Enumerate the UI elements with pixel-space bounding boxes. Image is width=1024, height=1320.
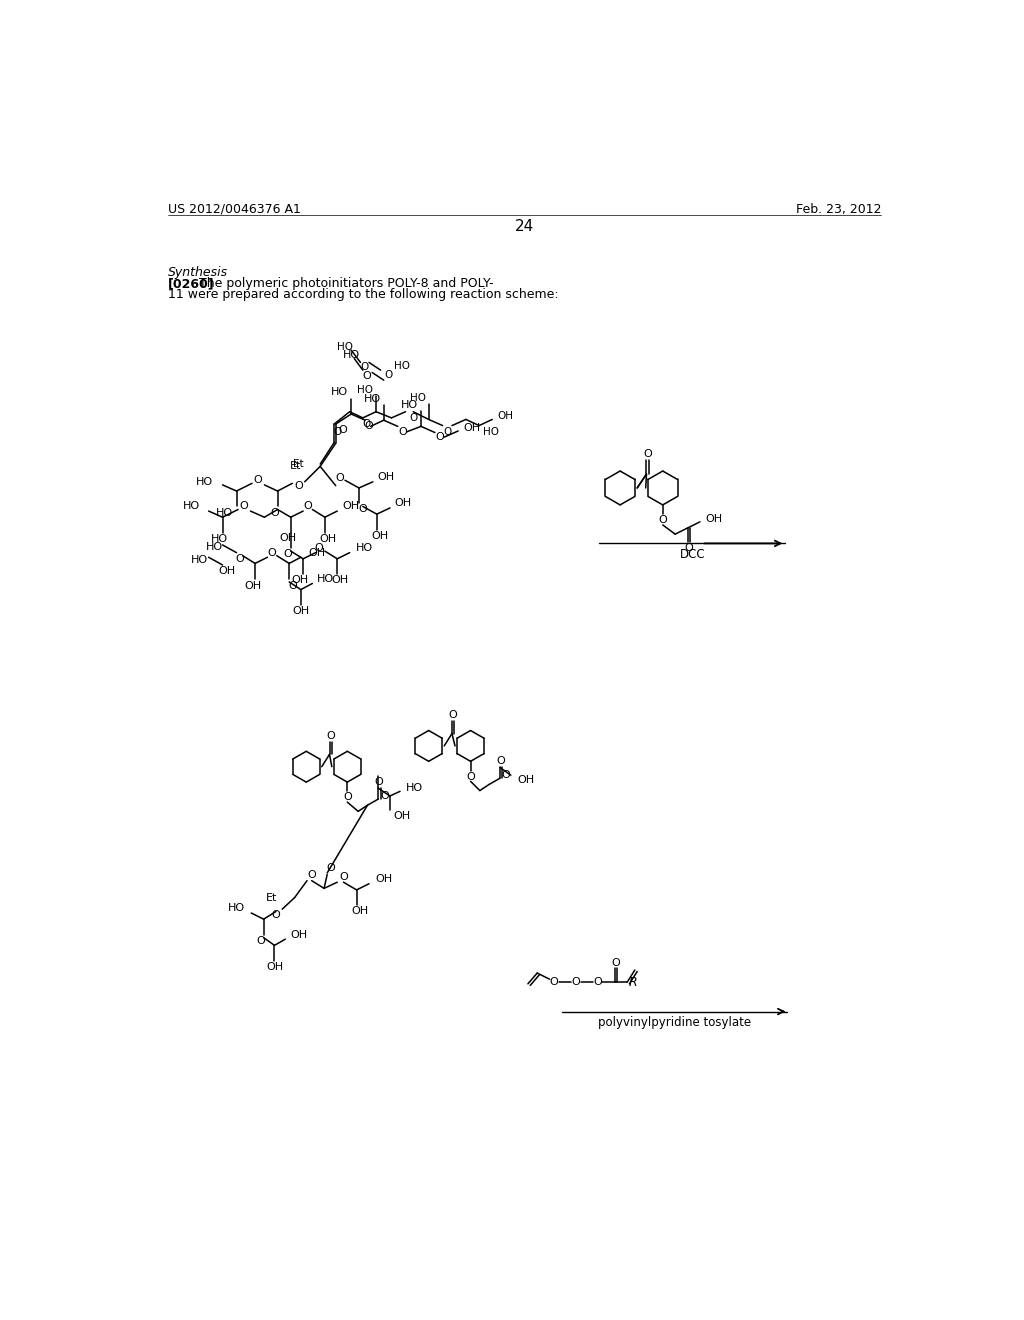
Text: HO: HO xyxy=(364,393,381,404)
Text: Synthesis: Synthesis xyxy=(168,265,228,279)
Text: 24: 24 xyxy=(515,219,535,234)
Text: HO: HO xyxy=(400,400,418,409)
Text: O: O xyxy=(550,977,559,987)
Text: O: O xyxy=(236,554,244,564)
Text: O: O xyxy=(270,508,279,517)
Text: The polymeric photoinitiators POLY-8 and POLY-: The polymeric photoinitiators POLY-8 and… xyxy=(200,277,494,290)
Text: O: O xyxy=(335,473,344,483)
Text: O: O xyxy=(658,515,667,525)
Text: OH: OH xyxy=(280,533,296,543)
Text: OH: OH xyxy=(351,907,369,916)
Text: 11 were prepared according to the following reaction scheme:: 11 were prepared according to the follow… xyxy=(168,288,559,301)
Text: O: O xyxy=(643,449,651,459)
Text: O: O xyxy=(362,418,371,429)
Text: OH: OH xyxy=(332,576,349,585)
Text: O: O xyxy=(435,432,444,442)
Text: O: O xyxy=(593,977,602,987)
Text: O: O xyxy=(358,504,368,513)
Text: O: O xyxy=(326,731,335,741)
Text: HO: HO xyxy=(337,342,353,352)
Text: OH: OH xyxy=(292,606,309,616)
Text: OH: OH xyxy=(497,412,513,421)
Text: OH: OH xyxy=(378,473,394,482)
Text: HO: HO xyxy=(197,477,213,487)
Text: HO: HO xyxy=(211,533,228,544)
Text: OH: OH xyxy=(244,581,261,591)
Text: OH: OH xyxy=(706,513,723,524)
Text: HO: HO xyxy=(356,543,373,553)
Text: HO: HO xyxy=(394,360,410,371)
Text: O: O xyxy=(375,777,383,787)
Text: O: O xyxy=(284,549,292,560)
Text: Et: Et xyxy=(290,462,302,471)
Text: OH: OH xyxy=(394,499,412,508)
Text: O: O xyxy=(410,413,418,422)
Text: OH: OH xyxy=(292,576,308,585)
Text: HO: HO xyxy=(343,350,359,360)
Text: OH: OH xyxy=(342,502,359,511)
Text: OH: OH xyxy=(219,566,236,576)
Text: HO: HO xyxy=(206,543,222,552)
Text: HO: HO xyxy=(357,385,373,395)
Text: OH: OH xyxy=(308,548,326,557)
Text: HO: HO xyxy=(216,508,233,517)
Text: O: O xyxy=(314,543,323,553)
Text: OH: OH xyxy=(372,531,388,541)
Text: OH: OH xyxy=(393,810,411,821)
Text: [0260]: [0260] xyxy=(168,277,215,290)
Text: O: O xyxy=(611,958,620,968)
Text: O: O xyxy=(380,791,389,801)
Text: HO: HO xyxy=(331,388,348,397)
Text: O: O xyxy=(333,426,341,437)
Text: O: O xyxy=(365,421,374,432)
Text: Feb. 23, 2012: Feb. 23, 2012 xyxy=(796,203,882,215)
Text: DCC: DCC xyxy=(679,548,705,561)
Text: US 2012/0046376 A1: US 2012/0046376 A1 xyxy=(168,203,301,215)
Text: O: O xyxy=(294,482,303,491)
Text: OH: OH xyxy=(266,962,283,972)
Text: O: O xyxy=(339,425,347,436)
Text: O: O xyxy=(271,909,281,920)
Text: Et: Et xyxy=(266,892,278,903)
Text: HO: HO xyxy=(183,502,200,511)
Text: O: O xyxy=(466,772,475,781)
Text: O: O xyxy=(449,710,457,721)
Text: HO: HO xyxy=(190,556,208,565)
Text: O: O xyxy=(398,426,407,437)
Text: O: O xyxy=(288,581,297,591)
Text: O: O xyxy=(684,543,692,553)
Text: O: O xyxy=(384,370,392,380)
Text: HO: HO xyxy=(407,783,423,793)
Text: polyvinylpyridine tosylate: polyvinylpyridine tosylate xyxy=(598,1016,751,1028)
Text: R: R xyxy=(628,975,637,989)
Text: OH: OH xyxy=(290,929,307,940)
Text: O: O xyxy=(502,770,511,780)
Text: O: O xyxy=(240,502,249,511)
Text: OH: OH xyxy=(464,422,480,433)
Text: O: O xyxy=(256,936,265,945)
Text: HO: HO xyxy=(317,574,334,583)
Text: OH: OH xyxy=(319,533,337,544)
Text: HO: HO xyxy=(228,903,245,913)
Text: HO: HO xyxy=(483,426,499,437)
Text: OH: OH xyxy=(375,874,392,884)
Text: O: O xyxy=(343,792,351,803)
Text: O: O xyxy=(326,863,335,874)
Text: O: O xyxy=(571,977,581,987)
Text: O: O xyxy=(497,756,505,767)
Text: O: O xyxy=(303,502,312,511)
Text: O: O xyxy=(307,870,316,880)
Text: O: O xyxy=(443,426,452,437)
Text: O: O xyxy=(339,871,348,882)
Text: O: O xyxy=(254,475,262,486)
Text: O: O xyxy=(267,548,276,557)
Text: O: O xyxy=(360,362,369,372)
Text: HO: HO xyxy=(410,393,426,403)
Text: OH: OH xyxy=(517,775,535,785)
Text: Et: Et xyxy=(293,459,303,469)
Text: O: O xyxy=(362,371,371,380)
